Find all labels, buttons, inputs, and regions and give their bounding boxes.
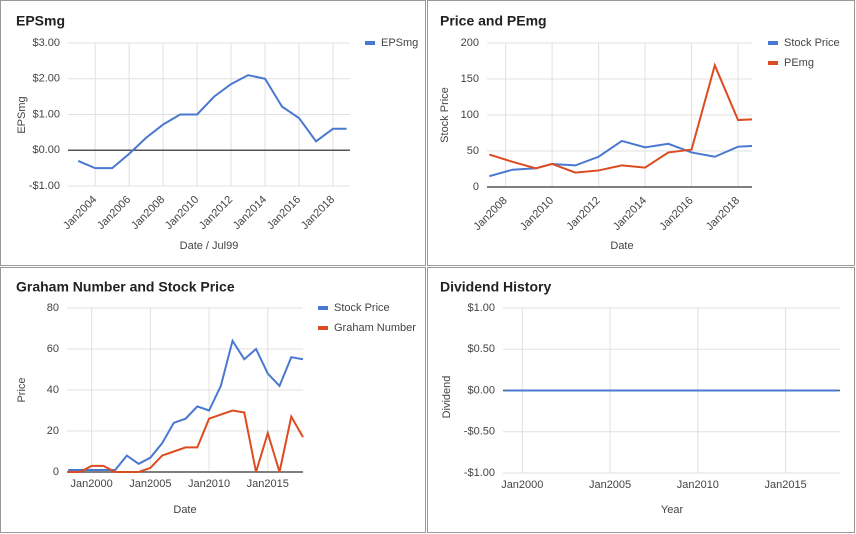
x-tick-label: Jan2016 [265,194,303,232]
y-tick-label: $0.00 [32,144,60,156]
x-tick-label: Jan2018 [299,194,337,232]
y-tick-label: $1.00 [32,108,60,120]
chart-title: Dividend History [440,279,551,295]
y-tick-label: 150 [461,73,479,85]
x-tick-label: Jan2005 [589,479,631,491]
y-tick-label: 60 [47,343,59,355]
legend-label: Stock Price [784,37,840,49]
x-axis-label: Date [173,504,196,516]
y-tick-label: 40 [47,384,59,396]
x-tick-label: Jan2008 [129,194,167,232]
x-tick-label: Jan2015 [764,479,806,491]
chart-title: EPSmg [16,13,65,29]
x-tick-label: Jan2010 [518,195,556,233]
y-tick-label: 200 [461,37,479,49]
x-tick-label: Jan2005 [129,478,171,490]
x-axis-label: Year [661,504,684,516]
x-tick-label: Jan2016 [657,195,695,233]
x-axis-label: Date / Jul99 [180,240,239,252]
y-tick-label: 80 [47,302,59,314]
y-tick-label: $0.00 [467,384,495,396]
panel-border [427,0,855,266]
series-line [68,409,304,473]
legend-swatch [768,61,778,65]
y-tick-label: $1.00 [467,302,495,314]
x-tick-label: Jan2008 [471,195,509,233]
y-tick-label: 0 [53,466,59,478]
x-axis-label: Date [610,240,633,252]
x-tick-label: Jan2014 [611,195,649,233]
legend-label: EPSmg [381,37,418,49]
legend-label: Stock Price [334,302,390,314]
y-tick-label: -$1.00 [464,467,495,479]
y-axis-label: Dividend [441,376,453,419]
x-tick-label: Jan2004 [61,194,99,232]
x-tick-label: Jan2006 [95,194,133,232]
y-tick-label: $3.00 [32,37,60,49]
legend-label: PEmg [784,57,814,69]
x-tick-label: Jan2014 [231,194,269,232]
series-line [77,74,347,170]
y-tick-label: 20 [47,425,59,437]
chart-title: Price and PEmg [440,13,547,29]
panel-border [0,0,426,266]
x-tick-label: Jan2000 [71,478,113,490]
series-line [68,338,304,471]
x-tick-label: Jan2015 [247,478,289,490]
legend-label: Graham Number [334,322,416,334]
legend-swatch [318,326,328,330]
y-tick-label: 50 [467,145,479,157]
x-tick-label: Jan2010 [163,194,201,232]
legend-swatch [365,41,375,45]
legend-swatch [768,41,778,45]
x-tick-label: Jan2012 [564,195,602,233]
y-tick-label: -$0.50 [464,426,495,438]
panel-border [427,267,855,533]
y-axis-label: EPSmg [16,96,28,133]
x-tick-label: Jan2010 [677,479,719,491]
y-tick-label: -$1.00 [29,180,60,192]
series-line [489,62,753,174]
x-tick-label: Jan2010 [188,478,230,490]
y-axis-label: Price [16,377,28,402]
series-line [489,139,753,178]
chart-title: Graham Number and Stock Price [16,279,235,295]
x-tick-label: Jan2000 [501,479,543,491]
x-tick-label: Jan2018 [704,195,742,233]
panel-border [0,267,426,533]
y-tick-label: 100 [461,109,479,121]
y-tick-label: 0 [473,181,479,193]
y-tick-label: $0.50 [467,343,495,355]
x-tick-label: Jan2012 [197,194,235,232]
y-tick-label: $2.00 [32,73,60,85]
legend-swatch [318,306,328,310]
y-axis-label: Stock Price [439,87,451,143]
